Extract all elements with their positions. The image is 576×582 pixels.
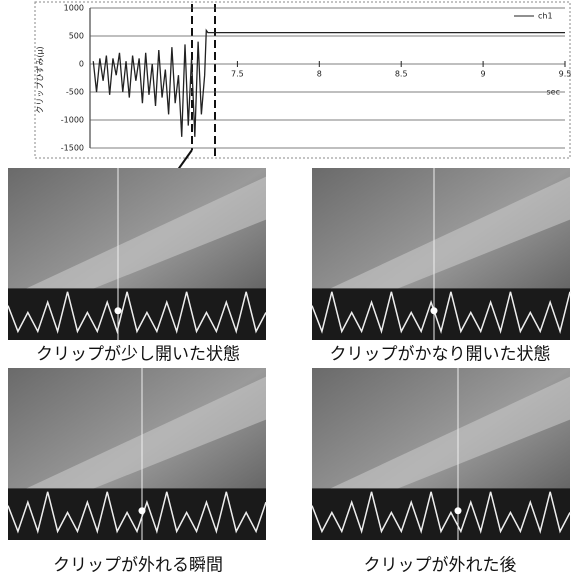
y-axis-label: クリップひずみ(μ) <box>35 46 45 113</box>
y-tick-label: -1500 <box>61 144 84 153</box>
figure: クリップひずみ(μ) sec 10005000-500-1000-15007.5… <box>0 0 576 582</box>
x-tick-label: 8 <box>317 70 322 79</box>
caption: クリップがかなり開いた状態 <box>330 345 551 365</box>
legend-label: ch1 <box>538 12 553 21</box>
photo-dot <box>115 307 122 314</box>
caption: クリップが外れた後 <box>364 556 517 576</box>
y-tick-label: -500 <box>66 88 84 97</box>
photo-dot <box>455 507 462 514</box>
y-tick-label: -1000 <box>61 116 84 125</box>
y-tick-label: 500 <box>69 32 84 41</box>
caption: クリップが少し開いた状態 <box>36 345 240 365</box>
page: {"chart_data": {"type": "line", "y_label… <box>0 0 576 582</box>
photo <box>8 368 266 540</box>
photo <box>312 168 570 340</box>
y-tick-label: 0 <box>79 60 84 69</box>
x-tick-label: 9 <box>481 70 486 79</box>
photo-dot <box>431 307 438 314</box>
data-line <box>93 30 565 136</box>
photo-dot <box>139 507 146 514</box>
x-tick-label: 8.5 <box>395 70 408 79</box>
x-tick-label: 9.5 <box>559 70 572 79</box>
caption: クリップが外れる瞬間 <box>53 556 223 576</box>
chart-frame <box>35 2 570 158</box>
x-tick-label: 7.5 <box>231 70 244 79</box>
photo <box>312 368 570 540</box>
photo <box>8 168 266 340</box>
y-tick-label: 1000 <box>64 4 84 13</box>
